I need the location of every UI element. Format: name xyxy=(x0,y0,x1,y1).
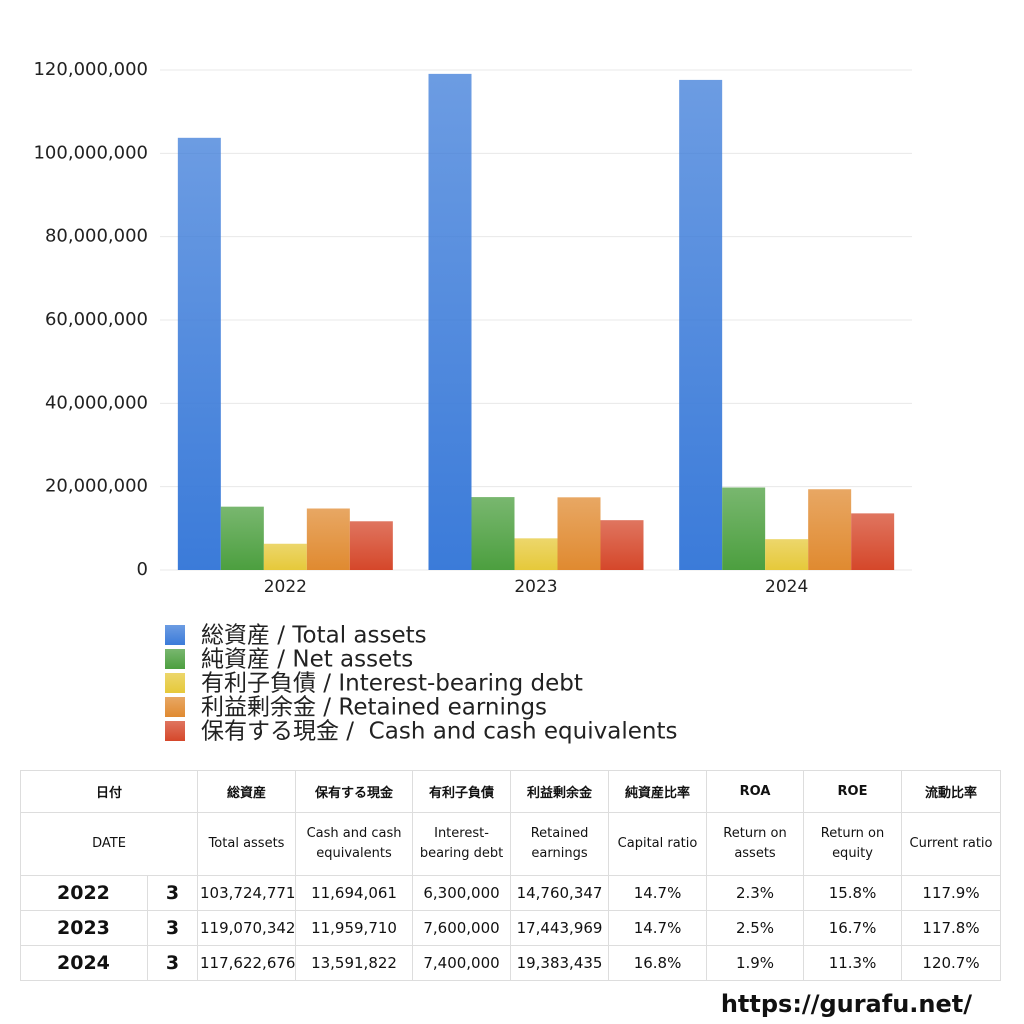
legend-label: 有利子負債 / Interest-bearing debt xyxy=(201,671,583,697)
cell: 14.7% xyxy=(608,910,708,946)
header-row: DATE Total assets Cash and cash equivalent… xyxy=(19,812,1002,876)
x-tick-label: 2022 xyxy=(264,577,307,597)
bar xyxy=(220,506,264,570)
legend-swatch xyxy=(165,625,185,645)
bar xyxy=(306,508,350,570)
cell: 2.3% xyxy=(706,875,805,911)
bar xyxy=(557,497,601,570)
bar xyxy=(600,520,644,570)
legend-label: 総資産 / Total assets xyxy=(201,623,427,649)
header-cell: Return on assets xyxy=(706,812,805,876)
bar xyxy=(177,137,221,570)
header-cell: 日付 xyxy=(19,770,199,813)
footer-url: https://gurafu.net/ xyxy=(720,990,972,1018)
cell: 16.8% xyxy=(608,945,708,981)
legend-label: 保有する現金 / Cash and cash equivalents xyxy=(201,719,677,745)
legend-label: 利益剰余金 / Retained earnings xyxy=(201,695,547,721)
y-tick-label: 40,000,000 xyxy=(45,392,148,413)
bar xyxy=(349,521,393,570)
header-cell: Current ratio xyxy=(901,812,1002,876)
header-cell: ROA xyxy=(706,770,805,813)
cell: 6,300,000 xyxy=(412,875,512,911)
cell: 103,724,771 xyxy=(197,875,297,911)
cell: 11.3% xyxy=(803,945,903,981)
y-tick-label: 20,000,000 xyxy=(45,476,148,497)
y-tick-label: 80,000,000 xyxy=(45,226,148,247)
cell: 119,070,342 xyxy=(197,910,297,946)
bar xyxy=(765,539,809,570)
legend-swatch xyxy=(165,697,185,717)
y-tick-label: 0 xyxy=(137,559,148,580)
bar xyxy=(851,513,895,570)
y-tick-label: 120,000,000 xyxy=(33,59,148,80)
header-cell: Cash and cash equivalents xyxy=(295,812,414,876)
header-cell: ROE xyxy=(803,770,903,813)
cell: 117.8% xyxy=(901,910,1002,946)
header-cell: Total assets xyxy=(197,812,297,876)
cell: 17,443,969 xyxy=(510,910,610,946)
header-cell: 流動比率 xyxy=(901,770,1002,813)
header-cell: 有利子負債 xyxy=(412,770,512,813)
cell: 117,622,676 xyxy=(197,945,297,981)
cell: 3 xyxy=(146,875,199,911)
data-row: 2024 3 117,622,676 13,591,822 7,400,000 19,38… xyxy=(20,945,1002,981)
data-table: 日付 総資産 保有する現金 有利子負債 利益剰余金 純資産比率 ROA ROE 流動比率 DATE… xyxy=(19,770,1002,981)
bar xyxy=(471,497,515,570)
y-tick-label: 100,000,000 xyxy=(33,142,148,163)
chart: 0 20,000,000 40,000,000 60,000,000 80,000,00… xyxy=(33,59,912,745)
cell: 7,400,000 xyxy=(412,945,512,981)
legend-swatch xyxy=(165,673,185,693)
bar xyxy=(263,543,307,570)
cell: 3 xyxy=(146,945,199,981)
header-row: 日付 総資産 保有する現金 有利子負債 利益剰余金 純資産比率 ROA ROE 流動比率 xyxy=(19,770,1002,813)
cell: 14,760,347 xyxy=(510,875,610,911)
x-tick-label: 2024 xyxy=(765,577,808,597)
legend-label: 純資産 / Net assets xyxy=(201,647,413,673)
cell: 2023 xyxy=(20,910,148,946)
data-row: 2023 3 119,070,342 11,959,710 7,600,000 17,44… xyxy=(20,910,1002,946)
cell: 7,600,000 xyxy=(412,910,512,946)
header-cell: 純資産比率 xyxy=(608,770,708,813)
cell: 117.9% xyxy=(901,875,1002,911)
legend-swatch xyxy=(165,649,185,669)
cell: 14.7% xyxy=(608,875,708,911)
header-cell: 保有する現金 xyxy=(295,770,414,813)
cell: 11,959,710 xyxy=(295,910,414,946)
bar xyxy=(514,538,558,570)
header-cell: Retained earnings xyxy=(510,812,610,876)
header-cell: DATE xyxy=(19,812,199,876)
header-cell: Return on equity xyxy=(803,812,903,876)
cell: 19,383,435 xyxy=(510,945,610,981)
bar xyxy=(808,489,852,570)
bar xyxy=(428,73,472,571)
cell: 1.9% xyxy=(706,945,805,981)
header-cell: Interest-bearing debt xyxy=(412,812,512,876)
legend-swatch xyxy=(165,721,185,741)
cell: 2024 xyxy=(20,945,148,981)
bar xyxy=(679,79,723,570)
cell: 13,591,822 xyxy=(295,945,414,981)
cell: 2022 xyxy=(20,875,148,911)
bar xyxy=(722,487,766,570)
data-row: 2022 3 103,724,771 11,694,061 6,300,000 14,76… xyxy=(20,875,1002,911)
header-cell: 総資産 xyxy=(197,770,297,813)
cell: 3 xyxy=(146,910,199,946)
header-cell: Capital ratio xyxy=(608,812,708,876)
cell: 120.7% xyxy=(901,945,1002,981)
cell: 2.5% xyxy=(706,910,805,946)
header-cell: 利益剰余金 xyxy=(510,770,610,813)
cell: 16.7% xyxy=(803,910,903,946)
y-tick-label: 60,000,000 xyxy=(45,309,148,330)
x-tick-label: 2023 xyxy=(514,577,557,597)
cell: 11,694,061 xyxy=(295,875,414,911)
cell: 15.8% xyxy=(803,875,903,911)
